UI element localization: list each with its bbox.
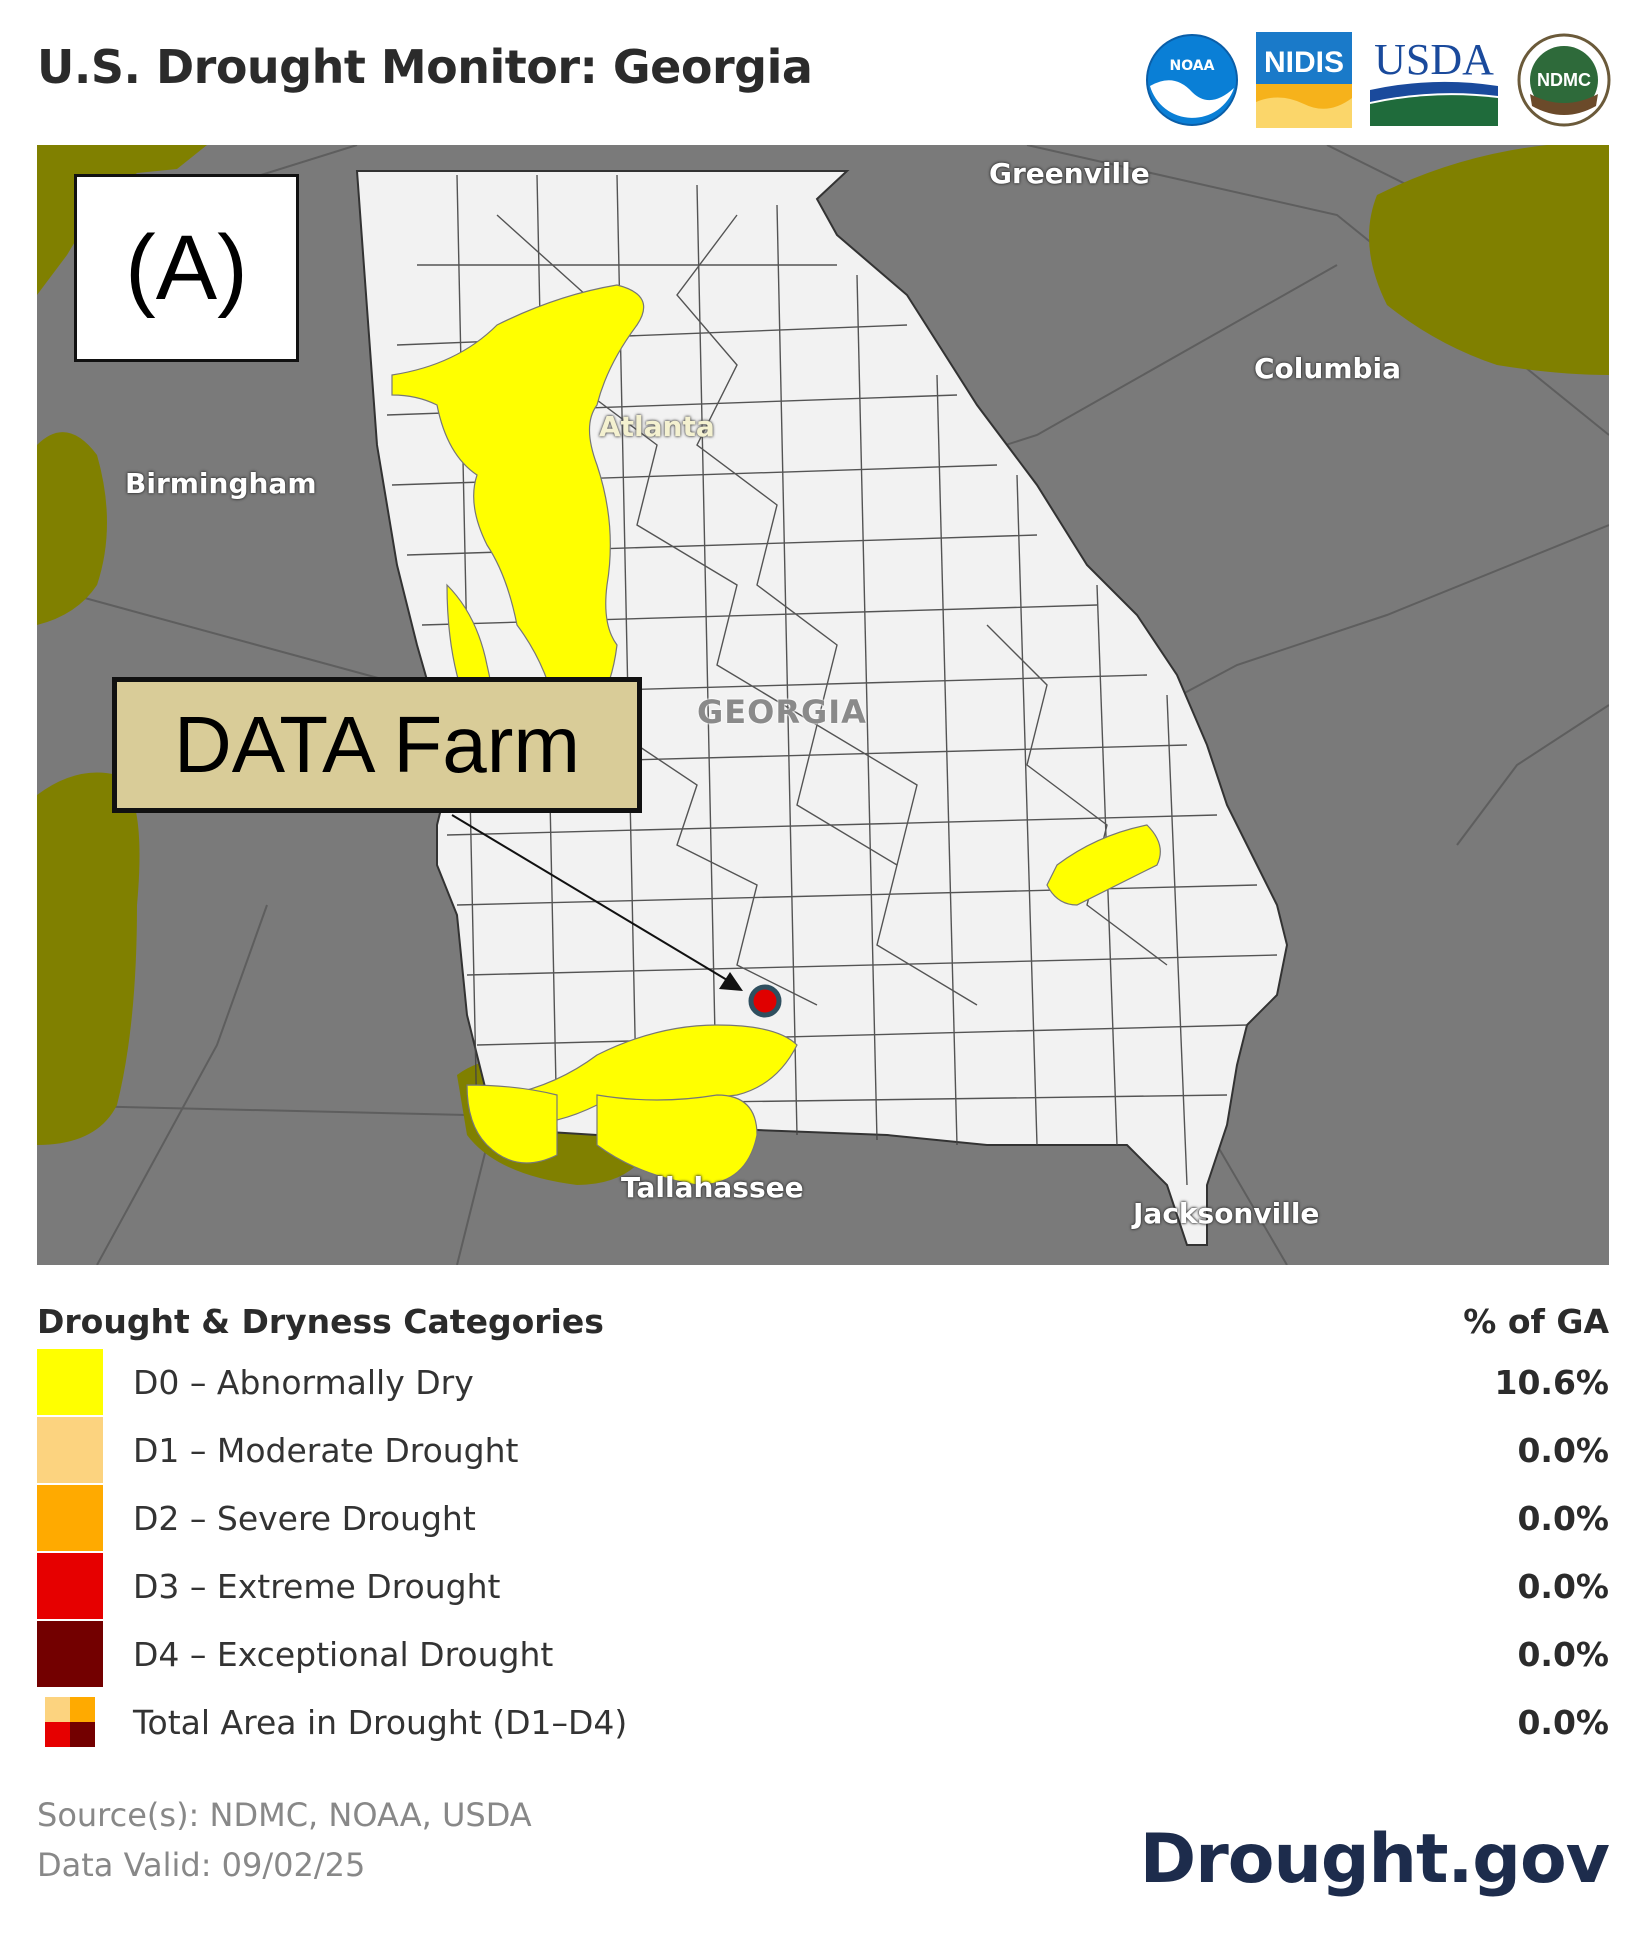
legend-swatch (37, 1417, 103, 1483)
noaa-logo: NOAA (1146, 34, 1238, 126)
legend-percent: 0.0% (1517, 1634, 1609, 1674)
legend-percent: 0.0% (1517, 1498, 1609, 1538)
page-title: U.S. Drought Monitor: Georgia (37, 40, 813, 94)
drought-gov-link[interactable]: Drought.gov (1139, 1820, 1610, 1899)
legend-rows: D0 – Abnormally Dry 10.6% D1 – Moderate Dr… (37, 1348, 1609, 1756)
legend-row: D4 – Exceptional Drought 0.0% (37, 1620, 1609, 1688)
legend-header: Drought & Dryness Categories % of GA (37, 1302, 1609, 1348)
drought-legend: Drought & Dryness Categories % of GA D0 … (37, 1302, 1609, 1756)
panel-label: (A) (74, 174, 299, 362)
city-label-columbia: Columbia (1254, 352, 1402, 385)
city-label-tallahassee: Tallahassee (621, 1171, 804, 1204)
legend-heading: Drought & Dryness Categories (37, 1302, 604, 1341)
legend-label: D1 – Moderate Drought (133, 1430, 519, 1470)
legend-swatch (37, 1349, 103, 1415)
city-label-birmingham: Birmingham (125, 467, 317, 500)
svg-text:NDMC: NDMC (1537, 70, 1591, 90)
farm-pointer (451, 814, 743, 991)
legend-label: D3 – Extreme Drought (133, 1566, 501, 1606)
legend-label: D0 – Abnormally Dry (133, 1362, 474, 1402)
legend-percent: 0.0% (1517, 1702, 1609, 1742)
city-label-greenville: Greenville (989, 157, 1150, 190)
legend-percent: 0.0% (1517, 1566, 1609, 1606)
legend-swatch (37, 1553, 103, 1619)
d0-areas (391, 284, 1161, 1186)
usda-logo: USDA (1370, 35, 1498, 126)
legend-row: D3 – Extreme Drought 0.0% (37, 1552, 1609, 1620)
farm-marker[interactable] (748, 984, 782, 1018)
footer-info: Source(s): NDMC, NOAA, USDA Data Valid: … (37, 1790, 532, 1890)
legend-percent: 10.6% (1494, 1362, 1610, 1402)
farm-callout-label: DATA Farm (112, 677, 642, 813)
ndmc-logo: NDMC (1517, 33, 1611, 127)
map-canvas (37, 145, 1609, 1265)
city-label-atlanta: Atlanta (599, 410, 715, 443)
partner-logos: NOAA NIDIS USDA NDMC (1144, 30, 1612, 130)
legend-row: D0 – Abnormally Dry 10.6% (37, 1348, 1609, 1416)
legend-pct-heading: % of GA (1463, 1302, 1609, 1341)
drought-map[interactable]: Greenville Columbia Atlanta Birmingham T… (37, 145, 1609, 1265)
legend-row: D2 – Severe Drought 0.0% (37, 1484, 1609, 1552)
nidis-logo: NIDIS (1256, 32, 1352, 128)
legend-row: Total Area in Drought (D1–D4) 0.0% (37, 1688, 1609, 1756)
svg-text:NOAA: NOAA (1170, 58, 1215, 74)
svg-text:NIDIS: NIDIS (1264, 46, 1344, 79)
svg-text:USDA: USDA (1374, 35, 1494, 84)
legend-label: D2 – Severe Drought (133, 1498, 476, 1538)
legend-label: D4 – Exceptional Drought (133, 1634, 554, 1674)
legend-swatch (37, 1621, 103, 1687)
sources-text: Source(s): NDMC, NOAA, USDA (37, 1796, 532, 1834)
legend-percent: 0.0% (1517, 1430, 1609, 1470)
legend-swatch (37, 1485, 103, 1551)
legend-label: Total Area in Drought (D1–D4) (133, 1702, 628, 1742)
legend-row: D1 – Moderate Drought 0.0% (37, 1416, 1609, 1484)
data-valid-text: Data Valid: 09/02/25 (37, 1846, 366, 1884)
state-label-georgia: GEORGIA (697, 693, 867, 731)
legend-swatch (37, 1689, 103, 1755)
city-label-jacksonville: Jacksonville (1133, 1197, 1320, 1230)
